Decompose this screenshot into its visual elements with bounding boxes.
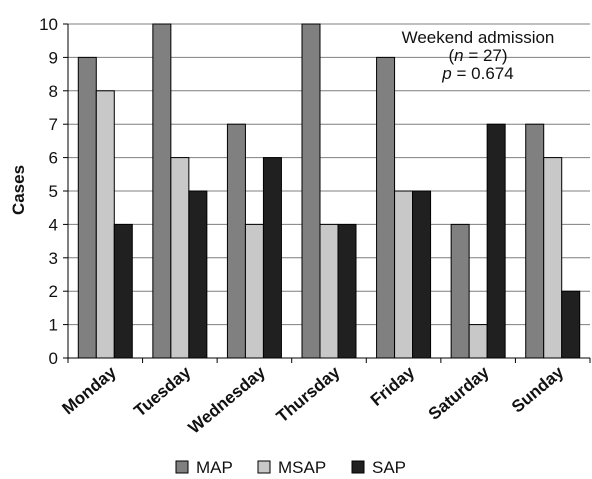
y-tick-label: 9 bbox=[49, 48, 58, 67]
y-tick-label: 7 bbox=[49, 115, 58, 134]
legend-swatch-sap bbox=[351, 460, 365, 474]
x-tick-label: Wednesday bbox=[185, 362, 270, 437]
x-tick-label: Sunday bbox=[508, 362, 568, 416]
bar-msap-monday bbox=[95, 90, 115, 359]
legend-swatch-msap bbox=[257, 460, 271, 474]
bars bbox=[77, 23, 581, 359]
y-tick-label: 5 bbox=[49, 182, 58, 201]
legend-label-sap: SAP bbox=[372, 458, 406, 477]
bar-sap-monday bbox=[113, 223, 133, 359]
bar-sap-saturday bbox=[486, 123, 506, 359]
y-tick-label: 0 bbox=[49, 349, 58, 368]
bar-sap-friday bbox=[412, 190, 432, 359]
bar-msap-friday bbox=[394, 190, 414, 359]
x-tick-label: Thursday bbox=[273, 362, 344, 426]
annotation-n-open: ( bbox=[448, 46, 454, 65]
annotation-title: Weekend admission bbox=[402, 28, 555, 47]
y-axis-label: Cases bbox=[9, 165, 28, 215]
annotation-p: p = 0.674 bbox=[441, 64, 513, 83]
bar-map-tuesday bbox=[152, 23, 172, 359]
bar-msap-tuesday bbox=[170, 157, 190, 359]
x-tick-label: Tuesday bbox=[130, 362, 194, 420]
bar-map-friday bbox=[376, 56, 396, 359]
bar-sap-wednesday bbox=[262, 157, 282, 359]
annotation-p-var: p bbox=[441, 64, 451, 83]
x-tick-label: Monday bbox=[58, 362, 120, 418]
y-tick-label: 2 bbox=[49, 282, 58, 301]
bar-msap-thursday bbox=[319, 223, 339, 359]
bar-map-thursday bbox=[301, 23, 321, 359]
axes bbox=[63, 23, 591, 363]
x-tick-label: Saturday bbox=[425, 362, 493, 424]
annotation-n-rest: = 27) bbox=[464, 46, 508, 65]
annotation-n-var: n bbox=[454, 46, 463, 65]
bar-msap-wednesday bbox=[244, 223, 264, 359]
bar-map-sunday bbox=[525, 123, 545, 359]
y-tick-labels: 0 1 2 3 4 5 6 7 8 9 10 bbox=[39, 15, 58, 368]
bar-msap-sunday bbox=[543, 157, 563, 359]
bar-map-saturday bbox=[450, 223, 470, 359]
bar-msap-saturday bbox=[468, 324, 488, 359]
y-tick-label: 6 bbox=[49, 149, 58, 168]
bar-sap-sunday bbox=[561, 290, 581, 359]
legend-swatch-map bbox=[175, 460, 189, 474]
y-tick-label: 1 bbox=[49, 316, 58, 335]
legend: MAP MSAP SAP bbox=[175, 458, 406, 477]
y-tick-label: 10 bbox=[39, 15, 58, 34]
x-tick-label: Friday bbox=[367, 362, 419, 410]
bar-map-monday bbox=[77, 56, 97, 359]
y-tick-label: 8 bbox=[49, 82, 58, 101]
y-tick-label: 4 bbox=[49, 215, 58, 234]
bar-map-wednesday bbox=[226, 123, 246, 359]
annotation-p-rest: = 0.674 bbox=[452, 64, 514, 83]
bar-sap-tuesday bbox=[188, 190, 208, 359]
annotation: Weekend admission (n = 27) p = 0.674 bbox=[402, 28, 555, 83]
bar-sap-thursday bbox=[337, 223, 357, 359]
y-tick-label: 3 bbox=[49, 249, 58, 268]
annotation-n: (n = 27) bbox=[448, 46, 507, 65]
legend-label-map: MAP bbox=[196, 458, 233, 477]
legend-label-msap: MSAP bbox=[278, 458, 326, 477]
